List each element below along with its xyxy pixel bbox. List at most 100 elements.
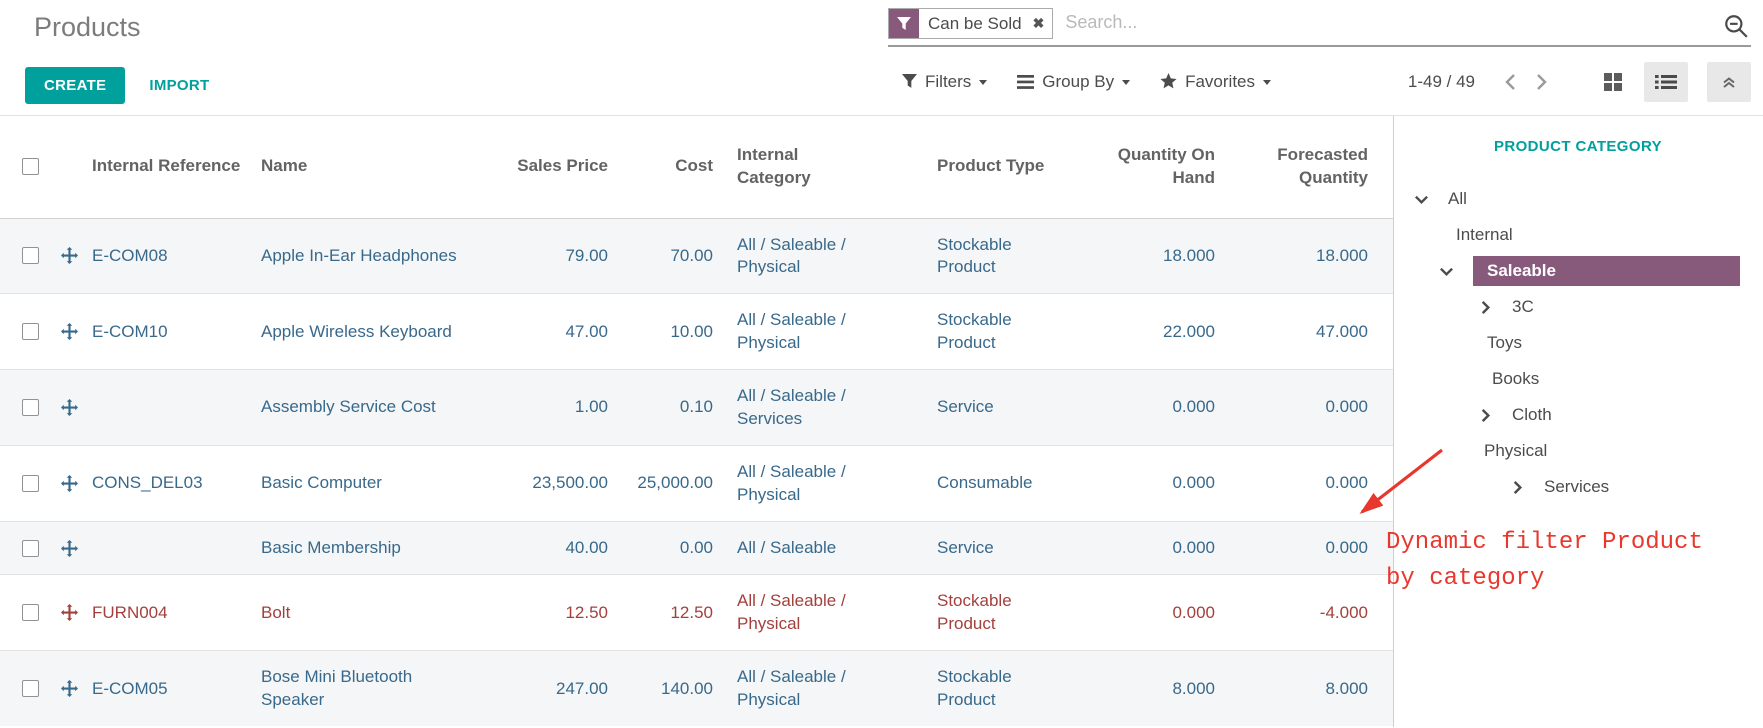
next-page-button[interactable] [1526,69,1557,95]
tree-item-internal[interactable]: Internal [1394,217,1762,253]
cell-ref: E-COM10 [92,321,168,341]
cell-sales: 40.00 [565,538,608,557]
import-button[interactable]: IMPORT [149,77,210,94]
control-panel: Products CREATE IMPORT Can be Sold ✖ [0,0,1763,116]
row-select-cell [0,218,52,294]
tree-item-label: Books [1492,369,1540,388]
table-row[interactable]: CONS_DEL03 Basic Computer 23,500.00 25,0… [0,445,1393,522]
chevron-right-icon[interactable] [1478,408,1500,423]
row-checkbox[interactable] [22,475,39,493]
cell-category: All / Saleable / Physical [737,667,846,709]
sidebar-title: PRODUCT CATEGORY [1493,138,1663,155]
move-icon[interactable] [52,247,86,265]
page-title: Products [34,12,141,42]
move-icon[interactable] [52,680,86,698]
cell-type: Stockable Product [937,310,1012,352]
row-select-cell [0,446,52,522]
content: Internal Reference Name Sales Price Cost… [0,116,1763,727]
tree-item-toys[interactable]: Toys [1394,325,1762,361]
prev-page-button[interactable] [1495,69,1526,95]
kanban-view-button[interactable] [1591,62,1635,102]
grid-icon [1604,72,1622,91]
cell-forecast: 0.000 [1325,397,1368,417]
col-sales-price[interactable]: Sales Price [506,116,626,219]
cell-sales: 47.00 [565,321,608,341]
tree-item-services[interactable]: Services [1394,469,1762,505]
list-view-button[interactable] [1644,61,1688,102]
tree-item-label: Saleable [1473,256,1740,286]
cell-name: Apple Wireless Keyboard [261,321,452,341]
table-row[interactable]: E-COM05 Bose Mini Bluetooth Speaker 247.… [0,650,1393,727]
table-row[interactable]: E-COM08 Apple In-Ear Headphones 79.00 70… [0,218,1393,294]
col-forecasted-quantity[interactable]: Forecasted Quantity [1241,116,1393,219]
view-switcher [1591,61,1751,102]
cell-cost: 70.00 [670,245,713,265]
table-row[interactable]: Assembly Service Cost 1.00 0.10 All / Sa… [0,369,1393,446]
col-internal-category[interactable]: Internal Category [721,116,921,219]
favorites-button[interactable]: Favorites [1160,72,1272,92]
move-icon[interactable] [52,323,86,341]
view-toolbar: Filters Group By Favorites [888,47,1751,116]
table-row[interactable]: FURN004 Bolt 12.50 12.50 All / Saleable … [0,574,1393,651]
facet-remove-button[interactable]: ✖ [1032,15,1045,31]
table-row[interactable]: Basic Membership 40.00 0.00 All / Saleab… [0,521,1393,575]
tree-item-label: Cloth [1512,405,1552,424]
tree-item-label: All [1448,189,1467,208]
tree-item-cloth[interactable]: Cloth [1394,397,1762,433]
filters-button[interactable]: Filters [902,72,988,92]
cell-forecast: 47.000 [1316,321,1368,341]
create-button[interactable]: CREATE [25,67,126,104]
chevron-right-icon[interactable] [1510,480,1532,495]
collapse-panel-button[interactable] [1707,61,1751,102]
row-handle-cell [52,651,86,726]
cell-forecast: -4.000 [1319,602,1368,622]
row-checkbox[interactable] [22,247,39,265]
row-checkbox[interactable] [22,680,39,698]
cell-qty: 18.000 [1163,245,1215,265]
group-by-button[interactable]: Group By [1017,72,1131,92]
cell-ref [86,370,256,446]
row-checkbox[interactable] [22,539,39,557]
cell-qty: 8.000 [1172,678,1215,698]
filter-funnel-icon [889,9,919,38]
col-quantity-on-hand[interactable]: Quantity On Hand [1096,116,1241,219]
handle-header [52,116,86,219]
col-name[interactable]: Name [256,116,506,219]
move-icon[interactable] [52,604,86,622]
chevron-down-icon [979,80,988,85]
move-icon[interactable] [52,475,86,493]
tree-item-label: Toys [1487,333,1522,352]
move-icon[interactable] [52,539,86,557]
table-row[interactable]: E-COM10 Apple Wireless Keyboard 47.00 10… [0,293,1393,370]
chevron-down-icon [1122,80,1131,85]
row-checkbox[interactable] [22,323,39,341]
cell-cost: 0.10 [679,397,713,417]
category-tree: All Internal Saleable 3C Toys Books [1394,181,1762,505]
product-list: Internal Reference Name Sales Price Cost… [0,116,1394,727]
row-select-cell [0,651,52,726]
tree-item-3c[interactable]: 3C [1394,289,1762,325]
cell-cost: 0.00 [679,538,713,557]
chevron-right-icon[interactable] [1478,300,1500,315]
row-checkbox[interactable] [22,399,39,417]
chevron-down-icon[interactable] [1439,264,1461,279]
row-select-cell [0,522,52,575]
col-product-type[interactable]: Product Type [921,116,1096,219]
row-checkbox[interactable] [22,604,39,622]
tree-item-physical[interactable]: Physical [1394,433,1762,469]
col-cost[interactable]: Cost [626,116,721,219]
tree-item-label: Physical [1484,441,1548,460]
tree-item-books[interactable]: Books [1394,361,1762,397]
tree-item-saleable[interactable]: Saleable [1394,253,1762,289]
tree-item-all[interactable]: All [1394,181,1762,217]
bars-icon [1017,74,1035,89]
col-internal-reference[interactable]: Internal Reference [86,116,256,219]
search-icon[interactable] [1723,13,1749,39]
cell-ref: E-COM08 [92,245,168,265]
chevron-down-icon[interactable] [1414,192,1436,207]
row-select-cell [0,294,52,370]
search-input[interactable] [1053,12,1751,33]
move-icon[interactable] [52,399,86,417]
row-select-cell [0,575,52,651]
select-all-checkbox[interactable] [22,158,39,176]
